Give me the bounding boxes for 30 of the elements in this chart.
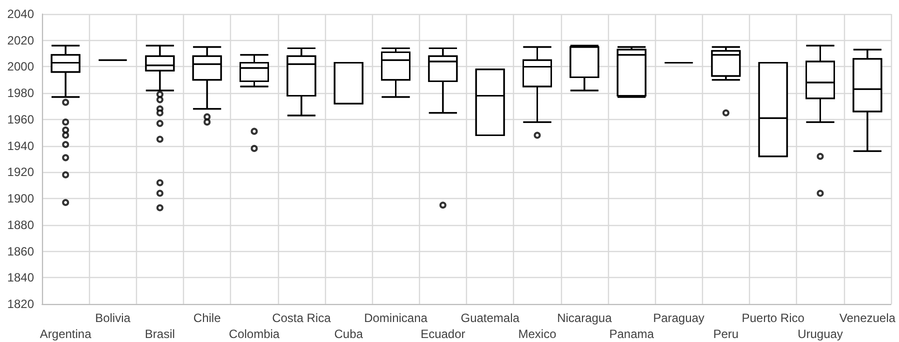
x-tick-label: Uruguay [798,327,843,341]
x-tick-label: Brasil [144,327,175,341]
y-tick-label: 1840 [7,270,34,285]
y-tick-label: 2020 [7,33,34,48]
x-tick-label: Mexico [518,327,557,341]
x-tick-label: Cuba [334,327,364,341]
y-tick-label: 1940 [7,138,34,153]
y-tick-label: 2040 [7,7,34,21]
x-tick-label: Guatemala [460,311,520,325]
x-tick-label: Nicaragua [557,311,612,325]
x-tick-label: Costa Rica [272,311,332,325]
x-tick-label: Ecuador [420,327,466,341]
x-tick-label: Paraguay [653,311,704,325]
y-tick-label: 1960 [7,112,34,126]
x-tick-label: Venezuela [839,311,896,325]
y-tick-label: 1920 [7,165,34,180]
x-tick-label: Argentina [40,327,92,341]
y-tick-label: 1900 [7,192,34,206]
x-tick-label: Peru [713,327,739,341]
y-tick-label: 1820 [7,297,34,311]
y-tick-label: 1880 [7,218,34,232]
x-tick-label: Dominicana [364,311,428,325]
y-tick-label: 2000 [7,60,34,74]
y-tick-label: 1980 [7,86,34,100]
x-tick-label: Panama [609,327,654,341]
y-tick-label: 1860 [7,244,34,258]
x-tick-label: Chile [193,311,222,325]
x-tick-label: Bolivia [95,311,131,325]
x-tick-label: Colombia [228,327,280,341]
x-tick-label: Puerto Rico [742,311,805,325]
